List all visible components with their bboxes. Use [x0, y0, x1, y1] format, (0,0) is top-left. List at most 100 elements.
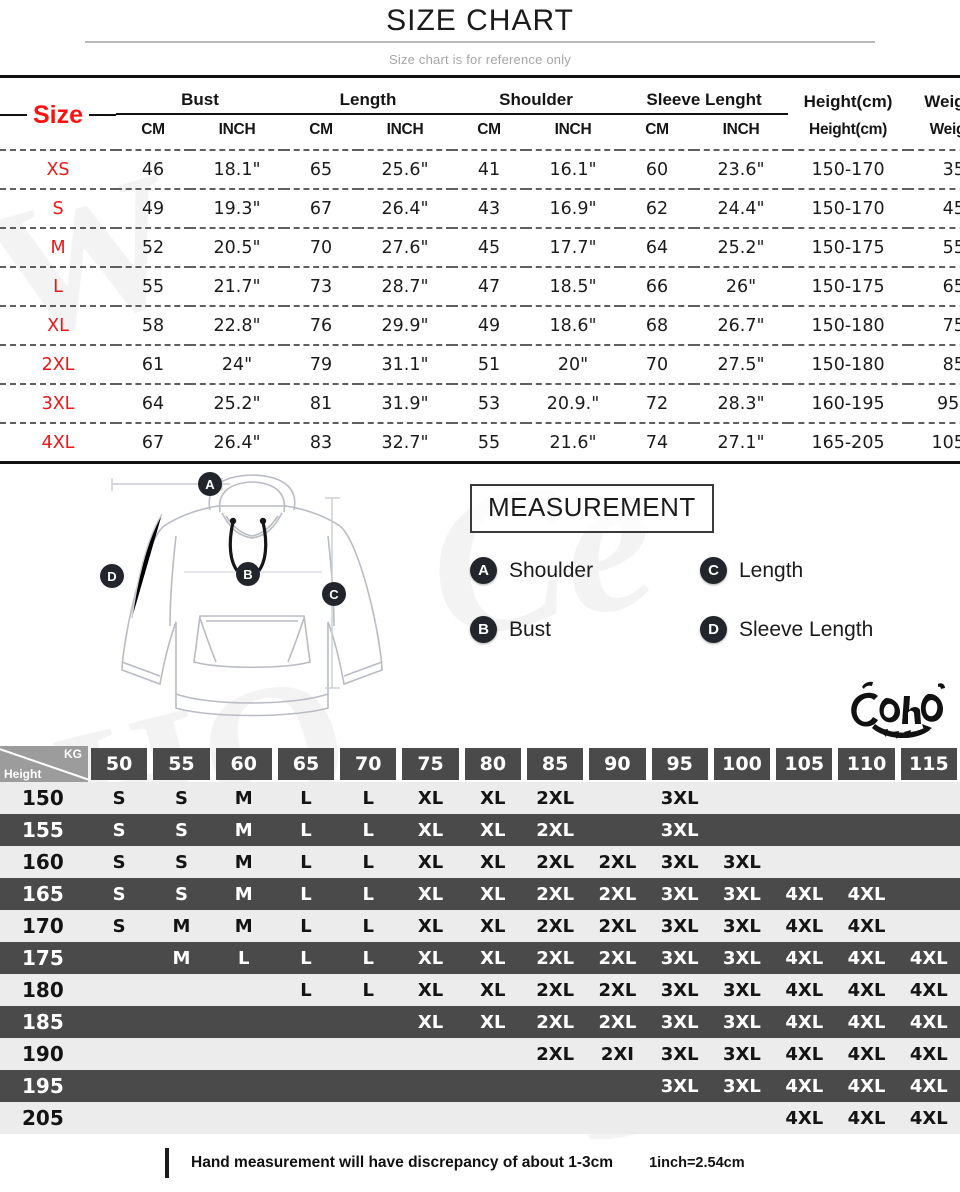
matrix-cell: 2XL — [536, 979, 575, 1001]
unit-header-shoulder-cm: CM — [477, 121, 501, 138]
matrix-row: 165 S S M L L XL XL 2XL 2XL 3XL 3XL 4XL 4XL — [0, 878, 960, 910]
cell-sleeve-cm: 72 — [620, 383, 695, 423]
matrix-cell — [88, 1102, 150, 1134]
size-table-group-header-row: Size Bust Length Shoulder Sleeve Lenght … — [0, 78, 960, 130]
matrix-cell: XL — [417, 947, 444, 969]
measurement-title: MEASUREMENT — [470, 484, 714, 533]
matrix-cell: 2XL — [536, 947, 575, 969]
matrix-cell: L — [362, 851, 375, 873]
size-cell: S — [0, 188, 116, 228]
matrix-cell: 3XL — [723, 1075, 761, 1097]
matrix-cell — [898, 814, 960, 846]
cell-bust-in: 25.2" — [190, 383, 284, 423]
cell-length-cm: 79 — [284, 344, 358, 384]
matrix-kg-label: 70 — [340, 748, 397, 780]
matrix-height-label: 185 — [22, 1010, 64, 1034]
matrix-cell: 4XL — [785, 883, 824, 905]
matrix-cell: 2XL — [598, 1011, 637, 1033]
matrix-height-label: 205 — [22, 1106, 64, 1130]
matrix-cell: L — [300, 851, 312, 873]
matrix-cell: 4XL — [909, 1011, 948, 1033]
matrix-cell: L — [362, 979, 375, 1001]
matrix-corner-cell: KG Height — [0, 746, 89, 782]
cell-sleeve-in: 27.5" — [694, 344, 789, 384]
matrix-cell: 3XL — [660, 1011, 699, 1033]
matrix-row: 170 S M M L L XL XL 2XL 2XL 3XL 3XL 4XL 4XL — [0, 910, 960, 942]
matrix-cell — [399, 1102, 461, 1134]
brand-logo-svg — [851, 681, 945, 739]
legend-badge-icon: C — [700, 557, 727, 584]
matrix-cell — [586, 814, 648, 846]
cell-height: 150-180 — [788, 305, 909, 345]
matrix-cell: 2XL — [536, 787, 575, 809]
height-weight-table: KG Height 50 55 60 65 70 75 80 85 90 95 100 105 110 1… — [0, 746, 960, 1134]
matrix-cell: XL — [417, 883, 444, 905]
matrix-kg-label: 100 — [713, 748, 771, 780]
cell-shoulder-cm: 55 — [452, 422, 526, 461]
matrix-cell — [150, 1038, 212, 1070]
cell-weight: 45-55 — [908, 188, 960, 228]
matrix-cell — [898, 910, 960, 942]
matrix-cell: L — [362, 915, 375, 937]
matrix-cell: 2XL — [536, 915, 575, 937]
page-title: SIZE CHART — [386, 4, 574, 37]
matrix-cell: L — [300, 915, 312, 937]
matrix-kg-header: 80 — [462, 746, 524, 782]
matrix-cell: L — [300, 787, 312, 809]
footer-conversion-text: 1inch=2.54cm — [649, 1155, 745, 1171]
matrix-cell: S — [174, 883, 188, 905]
table-row: XL5822.8"7629.9"4918.6"6826.7"150-18075-… — [0, 305, 960, 345]
matrix-cell — [213, 1070, 275, 1102]
cell-sleeve-in: 26.7" — [694, 305, 789, 345]
matrix-cell — [773, 814, 835, 846]
legend-item: D Sleeve Length — [700, 616, 940, 643]
cell-bust-in: 18.1" — [190, 149, 284, 189]
matrix-kg-label: 75 — [402, 748, 459, 780]
matrix-cell: M — [234, 883, 253, 905]
cell-shoulder-cm: 47 — [452, 266, 526, 306]
matrix-height-label: 175 — [22, 946, 64, 970]
size-cell: XS — [0, 149, 116, 189]
matrix-cell — [275, 1102, 337, 1134]
matrix-height-label: 180 — [22, 978, 64, 1002]
cell-weight: 105-115 — [908, 422, 960, 461]
diagram-badge-b: B — [236, 562, 260, 586]
matrix-cell: L — [300, 883, 312, 905]
cell-height: 165-205 — [788, 422, 909, 461]
matrix-cell: 3XL — [660, 787, 699, 809]
diagram-badge-a: A — [198, 472, 222, 496]
brand-logo — [842, 676, 948, 742]
cell-weight: 35-45 — [908, 149, 960, 189]
unit-header-bust-cm: CM — [141, 121, 165, 138]
matrix-cell: L — [300, 979, 312, 1001]
matrix-cell: XL — [417, 1011, 444, 1033]
matrix-cell — [898, 782, 960, 814]
matrix-cell: 4XL — [847, 1043, 886, 1065]
matrix-row: 175 M L L L XL XL 2XL 2XL 3XL 3XL 4XL 4XL 4XL — [0, 942, 960, 974]
cell-shoulder-in: 20.9." — [526, 383, 621, 423]
matrix-cell: XL — [480, 851, 506, 873]
cell-length-in: 29.9" — [358, 305, 452, 345]
footer-note-section: Hand measurement will have discrepancy o… — [0, 1148, 960, 1192]
matrix-cell: XL — [417, 787, 444, 809]
matrix-cell: L — [362, 883, 375, 905]
matrix-kg-header: 90 — [586, 746, 648, 782]
matrix-cell: S — [174, 851, 188, 873]
matrix-cell: M — [234, 915, 253, 937]
unit-header-sleeve-inch: INCH — [722, 121, 760, 138]
cell-sleeve-in: 28.3" — [694, 383, 789, 423]
legend-label: Shoulder — [509, 558, 594, 582]
matrix-row: 195 3XL 3XL 4XL 4XL 4XL — [0, 1070, 960, 1102]
measurement-section: A B C D MEASUREMENT A Shoulder C Length B Bus… — [0, 464, 960, 746]
matrix-cell: 3XL — [723, 915, 761, 937]
cell-shoulder-in: 17.7" — [526, 227, 621, 267]
size-cell: M — [0, 227, 116, 267]
corner-height-label: Height — [4, 767, 42, 781]
size-cell: L — [0, 266, 116, 306]
matrix-cell: 2XL — [536, 1011, 575, 1033]
matrix-cell: 4XL — [847, 1107, 886, 1129]
matrix-cell: 2XL — [536, 851, 575, 873]
matrix-cell — [88, 1070, 150, 1102]
footer-note-inner: Hand measurement will have discrepancy o… — [165, 1148, 745, 1178]
cell-height: 150-180 — [788, 344, 909, 384]
